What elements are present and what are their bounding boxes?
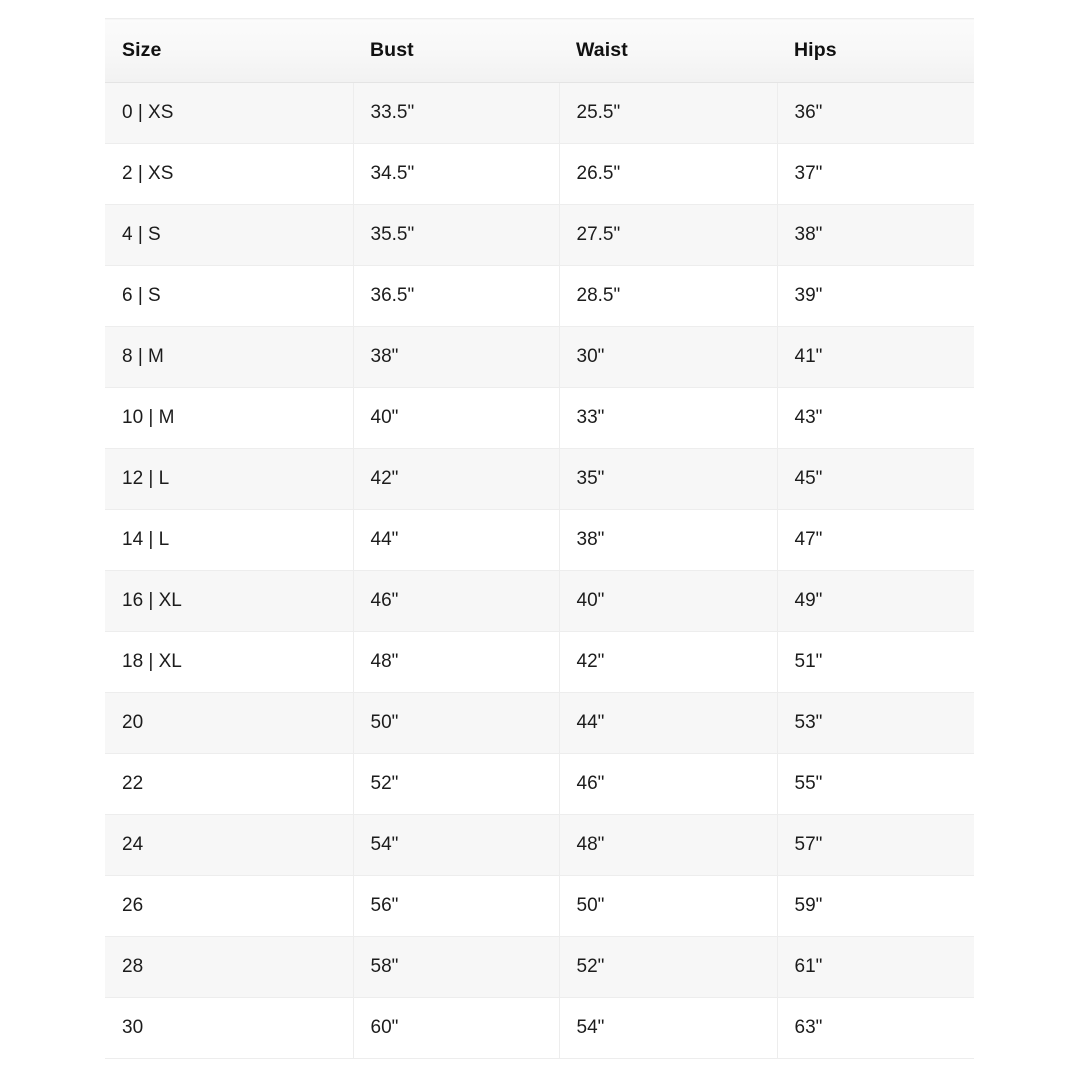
cell-waist: 26.5"	[558, 143, 777, 205]
cell-hips: 61"	[776, 936, 974, 998]
cell-bust: 33.5"	[352, 82, 559, 144]
cell-waist: 35"	[558, 448, 777, 510]
table-row: 8 | M 38" 30" 41"	[105, 326, 974, 388]
size-chart-container: Size Bust Waist Hips 0 | XS 33.5" 25.5" 36" 2 |…	[105, 18, 974, 1059]
table-row: 26 56" 50" 59"	[105, 875, 974, 937]
cell-bust: 42"	[352, 448, 559, 510]
cell-size: 22	[105, 753, 353, 815]
cell-waist: 48"	[558, 814, 777, 876]
cell-hips: 41"	[776, 326, 974, 388]
cell-size: 28	[105, 936, 353, 998]
cell-waist: 25.5"	[558, 82, 777, 144]
cell-bust: 60"	[352, 997, 559, 1059]
cell-bust: 40"	[352, 387, 559, 449]
table-row: 30 60" 54" 63"	[105, 997, 974, 1059]
cell-bust: 44"	[352, 509, 559, 571]
table-header-row: Size Bust Waist Hips	[105, 18, 974, 83]
table-row: 10 | M 40" 33" 43"	[105, 387, 974, 449]
cell-waist: 40"	[558, 570, 777, 632]
cell-size: 12 | L	[105, 448, 353, 510]
cell-hips: 38"	[776, 204, 974, 266]
cell-waist: 50"	[558, 875, 777, 937]
cell-waist: 44"	[558, 692, 777, 754]
cell-size: 4 | S	[105, 204, 353, 266]
table-row: 24 54" 48" 57"	[105, 814, 974, 876]
cell-hips: 36"	[776, 82, 974, 144]
cell-waist: 46"	[558, 753, 777, 815]
cell-waist: 27.5"	[558, 204, 777, 266]
cell-hips: 59"	[776, 875, 974, 937]
cell-hips: 47"	[776, 509, 974, 571]
cell-hips: 55"	[776, 753, 974, 815]
cell-waist: 38"	[558, 509, 777, 571]
cell-waist: 33"	[558, 387, 777, 449]
table-row: 0 | XS 33.5" 25.5" 36"	[105, 82, 974, 144]
cell-waist: 54"	[558, 997, 777, 1059]
table-row: 6 | S 36.5" 28.5" 39"	[105, 265, 974, 327]
cell-bust: 56"	[352, 875, 559, 937]
cell-bust: 46"	[352, 570, 559, 632]
cell-hips: 37"	[776, 143, 974, 205]
table-row: 28 58" 52" 61"	[105, 936, 974, 998]
column-header-size: Size	[105, 18, 353, 83]
cell-bust: 52"	[352, 753, 559, 815]
cell-waist: 30"	[558, 326, 777, 388]
cell-waist: 52"	[558, 936, 777, 998]
cell-bust: 48"	[352, 631, 559, 693]
cell-bust: 38"	[352, 326, 559, 388]
cell-size: 0 | XS	[105, 82, 353, 144]
column-header-hips: Hips	[777, 18, 974, 83]
cell-size: 16 | XL	[105, 570, 353, 632]
cell-hips: 43"	[776, 387, 974, 449]
cell-size: 18 | XL	[105, 631, 353, 693]
cell-bust: 58"	[352, 936, 559, 998]
column-header-waist: Waist	[559, 18, 777, 83]
table-row: 22 52" 46" 55"	[105, 753, 974, 815]
cell-size: 8 | M	[105, 326, 353, 388]
size-chart-table: Size Bust Waist Hips 0 | XS 33.5" 25.5" 36" 2 |…	[105, 18, 974, 1059]
cell-hips: 51"	[776, 631, 974, 693]
cell-waist: 42"	[558, 631, 777, 693]
cell-hips: 63"	[776, 997, 974, 1059]
cell-bust: 36.5"	[352, 265, 559, 327]
cell-hips: 53"	[776, 692, 974, 754]
cell-size: 14 | L	[105, 509, 353, 571]
cell-size: 30	[105, 997, 353, 1059]
cell-bust: 35.5"	[352, 204, 559, 266]
table-row: 12 | L 42" 35" 45"	[105, 448, 974, 510]
cell-size: 26	[105, 875, 353, 937]
cell-bust: 50"	[352, 692, 559, 754]
cell-size: 2 | XS	[105, 143, 353, 205]
table-row: 16 | XL 46" 40" 49"	[105, 570, 974, 632]
column-header-bust: Bust	[353, 18, 559, 83]
table-row: 14 | L 44" 38" 47"	[105, 509, 974, 571]
size-chart-body: 0 | XS 33.5" 25.5" 36" 2 | XS 34.5" 26.5" 37" 4 …	[105, 82, 974, 1059]
table-row: 18 | XL 48" 42" 51"	[105, 631, 974, 693]
cell-hips: 45"	[776, 448, 974, 510]
cell-bust: 34.5"	[352, 143, 559, 205]
cell-size: 24	[105, 814, 353, 876]
size-chart-header: Size Bust Waist Hips	[105, 18, 974, 83]
cell-size: 6 | S	[105, 265, 353, 327]
table-row: 4 | S 35.5" 27.5" 38"	[105, 204, 974, 266]
table-row: 2 | XS 34.5" 26.5" 37"	[105, 143, 974, 205]
cell-waist: 28.5"	[558, 265, 777, 327]
cell-size: 10 | M	[105, 387, 353, 449]
cell-size: 20	[105, 692, 353, 754]
table-row: 20 50" 44" 53"	[105, 692, 974, 754]
cell-hips: 39"	[776, 265, 974, 327]
cell-hips: 57"	[776, 814, 974, 876]
cell-bust: 54"	[352, 814, 559, 876]
cell-hips: 49"	[776, 570, 974, 632]
